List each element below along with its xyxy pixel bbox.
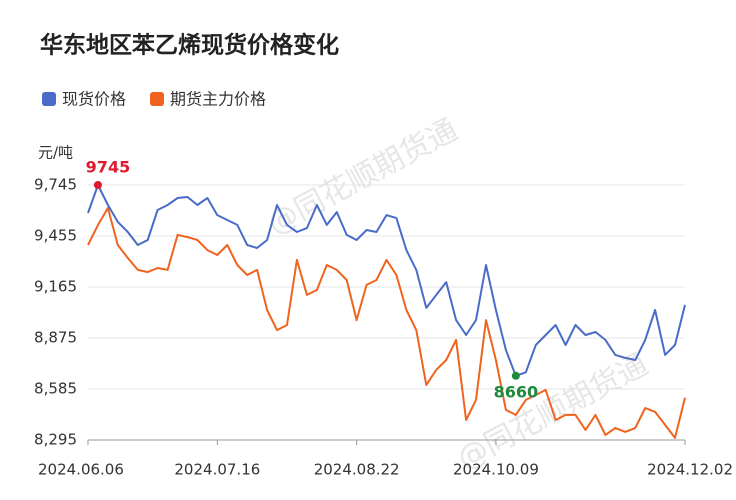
- y-tick-label: 8,585: [34, 380, 77, 398]
- y-tick-label: 9,455: [34, 227, 77, 245]
- x-tick-label: 2024.07.16: [174, 461, 260, 479]
- legend-label: 期货主力价格: [170, 90, 266, 109]
- series-line: [87, 207, 686, 439]
- legend-label: 现货价格: [62, 90, 126, 109]
- x-tick-label: 2024.12.02: [647, 461, 733, 479]
- extreme-label: 9745: [86, 158, 131, 177]
- extreme-dot: [93, 181, 102, 189]
- x-tick-label: 2024.08.22: [314, 461, 400, 479]
- y-tick-label: 9,745: [34, 176, 77, 194]
- watermark: @同花顺期货通: [262, 112, 464, 241]
- extreme-dot: [511, 371, 520, 380]
- legend-swatch: [42, 92, 56, 106]
- x-tick-label: 2024.06.06: [38, 461, 124, 479]
- extreme-label: 8660: [494, 382, 539, 401]
- y-tick-label: 8,875: [34, 329, 77, 347]
- y-tick-label: 8,295: [34, 431, 77, 449]
- chart-title: 华东地区苯乙烯现货价格变化: [40, 32, 339, 59]
- legend-swatch: [150, 92, 165, 106]
- y-tick-label: 9,165: [34, 278, 77, 296]
- series-line: [87, 184, 686, 377]
- x-tick-label: 2024.10.09: [453, 461, 539, 479]
- y-unit: 元/吨: [38, 144, 73, 162]
